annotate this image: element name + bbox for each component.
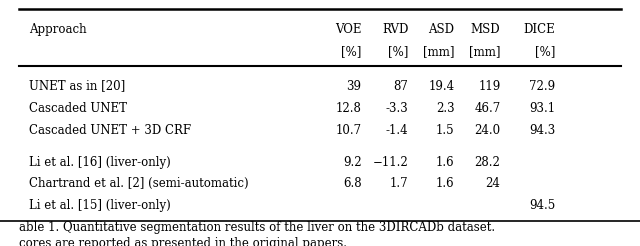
Text: UNET as in [20]: UNET as in [20]: [29, 80, 125, 92]
Text: RVD: RVD: [382, 23, 408, 36]
Text: 39: 39: [347, 80, 362, 92]
Text: 94.5: 94.5: [529, 199, 556, 212]
Text: −11.2: −11.2: [372, 156, 408, 169]
Text: [mm]: [mm]: [469, 45, 500, 58]
Text: DICE: DICE: [524, 23, 556, 36]
Text: 1.6: 1.6: [436, 177, 454, 190]
Text: [mm]: [mm]: [423, 45, 454, 58]
Text: 93.1: 93.1: [529, 102, 556, 115]
Text: 19.4: 19.4: [428, 80, 454, 92]
Text: MSD: MSD: [471, 23, 500, 36]
Text: 72.9: 72.9: [529, 80, 556, 92]
Text: -1.4: -1.4: [386, 124, 408, 137]
Text: Li et al. [16] (liver-only): Li et al. [16] (liver-only): [29, 156, 170, 169]
Text: VOE: VOE: [335, 23, 362, 36]
Text: 94.3: 94.3: [529, 124, 556, 137]
Text: 9.2: 9.2: [343, 156, 362, 169]
Text: cores are reported as presented in the original papers.: cores are reported as presented in the o…: [19, 237, 347, 246]
Text: Li et al. [15] (liver-only): Li et al. [15] (liver-only): [29, 199, 170, 212]
Text: Chartrand et al. [2] (semi-automatic): Chartrand et al. [2] (semi-automatic): [29, 177, 248, 190]
Text: 12.8: 12.8: [336, 102, 362, 115]
Text: 119: 119: [478, 80, 500, 92]
Text: [%]: [%]: [535, 45, 556, 58]
Text: able 1. Quantitative segmentation results of the liver on the 3DIRCADb dataset.: able 1. Quantitative segmentation result…: [19, 221, 495, 234]
Text: 1.5: 1.5: [436, 124, 454, 137]
Text: 6.8: 6.8: [343, 177, 362, 190]
Text: 10.7: 10.7: [335, 124, 362, 137]
Text: 24.0: 24.0: [474, 124, 500, 137]
Text: [%]: [%]: [388, 45, 408, 58]
Text: Approach: Approach: [29, 23, 86, 36]
Text: Cascaded UNET + 3D CRF: Cascaded UNET + 3D CRF: [29, 124, 191, 137]
Text: 28.2: 28.2: [475, 156, 500, 169]
Text: 1.6: 1.6: [436, 156, 454, 169]
Text: ASD: ASD: [428, 23, 454, 36]
Text: 46.7: 46.7: [474, 102, 500, 115]
Text: 24: 24: [486, 177, 500, 190]
Text: 2.3: 2.3: [436, 102, 454, 115]
Text: [%]: [%]: [341, 45, 362, 58]
Text: Cascaded UNET: Cascaded UNET: [29, 102, 127, 115]
Text: 1.7: 1.7: [390, 177, 408, 190]
Text: 87: 87: [394, 80, 408, 92]
Text: -3.3: -3.3: [385, 102, 408, 115]
